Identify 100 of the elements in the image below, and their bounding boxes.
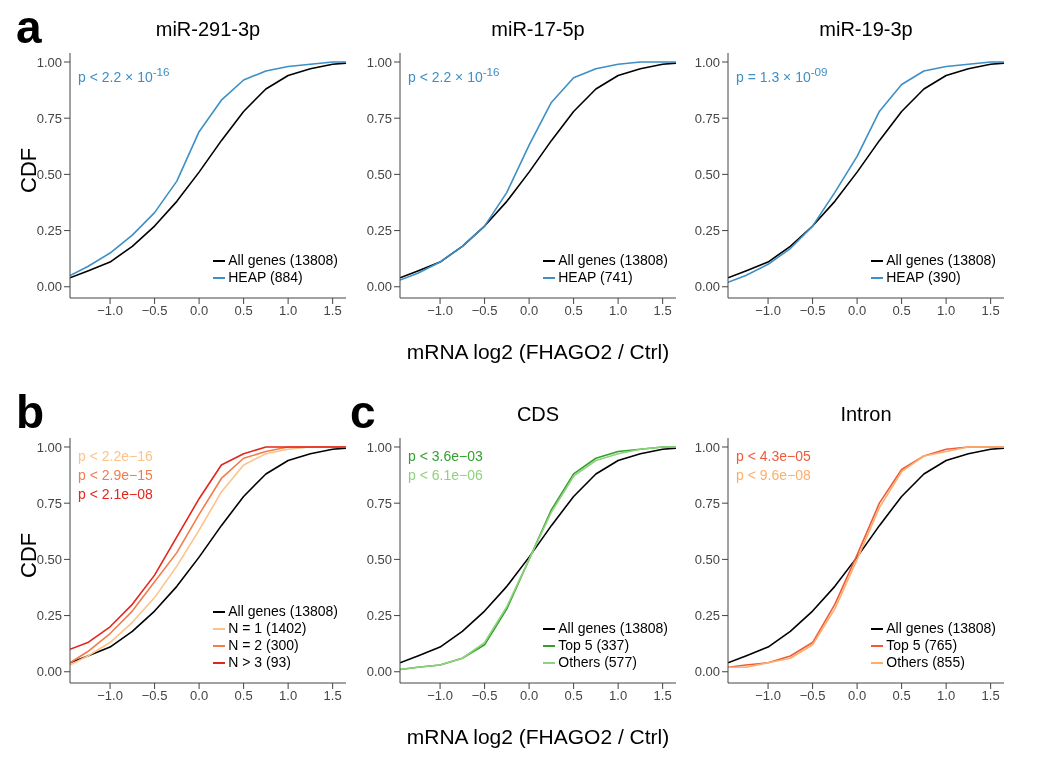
legend-label: All genes (13808) — [228, 252, 338, 269]
x-tick-label: −1.0 — [755, 303, 781, 319]
x-axis-title: mRNA log2 (FHAGO2 / Ctrl) — [405, 340, 671, 364]
y-tick-label: 0.00 — [694, 279, 720, 295]
legend-label: Top 5 (765) — [886, 637, 958, 654]
x-tick-label: 0.5 — [892, 303, 911, 319]
y-tick-label: 0.50 — [366, 551, 392, 567]
x-tick-label: −0.5 — [799, 303, 826, 319]
x-tick-label: −1.0 — [427, 303, 453, 319]
x-tick-label: 0.0 — [520, 688, 539, 704]
legend-label: Others (577) — [558, 654, 637, 671]
legend-label: HEAP (884) — [228, 269, 303, 286]
x-tick-label: 0.5 — [234, 688, 253, 704]
x-tick-label: 1.0 — [609, 688, 628, 704]
x-tick-label: −1.0 — [427, 688, 453, 704]
y-tick-label: 0.00 — [366, 664, 392, 680]
x-tick-label: 1.5 — [981, 688, 1000, 704]
annotation: p < 4.3e−05 — [736, 447, 811, 466]
annotation: p < 2.2 × 10$^{-16}$ — [78, 64, 170, 87]
x-tick-label: 1.5 — [323, 303, 342, 319]
y-tick-label: 0.50 — [694, 166, 720, 182]
chart-title: Intron — [839, 403, 893, 426]
chart-title: CDS — [515, 403, 561, 426]
legend-label: Others (855) — [886, 654, 965, 671]
legend-label: All genes (13808) — [886, 620, 996, 637]
x-tick-label: 0.0 — [520, 303, 539, 319]
y-tick-label: 1.00 — [36, 439, 62, 455]
y-tick-label: 0.00 — [694, 664, 720, 680]
y-tick-label: 0.25 — [36, 608, 62, 624]
annotation: p < 9.6e−08 — [736, 466, 811, 485]
y-tick-label: 0.50 — [36, 166, 62, 182]
legend-label: All genes (13808) — [558, 252, 668, 269]
annotation: p < 3.6e−03 — [408, 447, 483, 466]
legend-label: N = 1 (1402) — [228, 620, 307, 637]
x-tick-label: −0.5 — [141, 303, 168, 319]
x-axis-title: mRNA log2 (FHAGO2 / Ctrl) — [405, 725, 671, 749]
x-tick-label: 0.0 — [848, 688, 867, 704]
y-tick-label: 0.75 — [694, 110, 720, 126]
y-tick-label: 0.25 — [694, 223, 720, 239]
x-tick-label: 0.0 — [848, 303, 867, 319]
x-tick-label: −0.5 — [141, 688, 168, 704]
x-tick-label: 0.5 — [892, 688, 911, 704]
x-tick-label: 1.5 — [653, 688, 672, 704]
legend-label: All genes (13808) — [886, 252, 996, 269]
y-tick-label: 0.00 — [36, 279, 62, 295]
y-tick-label: 1.00 — [694, 439, 720, 455]
y-tick-label: 0.50 — [36, 551, 62, 567]
text: b — [16, 385, 45, 439]
x-tick-label: 0.5 — [564, 688, 583, 704]
y-tick-label: 1.00 — [36, 54, 62, 70]
legend-label: Top 5 (337) — [558, 637, 630, 654]
y-tick-label: 0.75 — [366, 110, 392, 126]
y-tick-label: 1.00 — [366, 54, 392, 70]
y-tick-label: 0.25 — [366, 223, 392, 239]
text: c — [350, 385, 376, 439]
x-tick-label: 0.0 — [190, 303, 209, 319]
y-tick-label: 0.75 — [36, 110, 62, 126]
x-tick-label: −0.5 — [471, 303, 498, 319]
y-tick-label: 0.75 — [366, 495, 392, 511]
legend-label: N = 2 (300) — [228, 637, 299, 654]
y-tick-label: 0.75 — [694, 495, 720, 511]
y-tick-label: 1.00 — [694, 54, 720, 70]
x-tick-label: −1.0 — [755, 688, 781, 704]
annotation: p < 6.1e−06 — [408, 466, 483, 485]
x-tick-label: 1.5 — [653, 303, 672, 319]
y-tick-label: 0.25 — [36, 223, 62, 239]
y-tick-label: 1.00 — [366, 439, 392, 455]
x-tick-label: 1.0 — [279, 688, 298, 704]
chart-title: miR-17-5p — [490, 18, 586, 41]
x-tick-label: −0.5 — [471, 688, 498, 704]
chart-title: miR-19-3p — [818, 18, 914, 41]
text: a — [16, 0, 42, 54]
y-tick-label: 0.25 — [366, 608, 392, 624]
y-tick-label: 0.50 — [366, 166, 392, 182]
x-tick-label: 1.5 — [323, 688, 342, 704]
x-tick-label: −1.0 — [97, 688, 123, 704]
x-tick-label: 1.5 — [981, 303, 1000, 319]
x-tick-label: 1.0 — [279, 303, 298, 319]
y-tick-label: 0.00 — [36, 664, 62, 680]
chart-title: miR-291-3p — [154, 18, 262, 41]
y-tick-label: 0.50 — [694, 551, 720, 567]
x-tick-label: 1.0 — [937, 303, 956, 319]
annotation: p < 2.9e−15 — [78, 466, 153, 485]
legend-label: HEAP (390) — [886, 269, 961, 286]
x-tick-label: 0.5 — [564, 303, 583, 319]
legend-label: All genes (13808) — [228, 603, 338, 620]
legend-label: All genes (13808) — [558, 620, 668, 637]
x-tick-label: −1.0 — [97, 303, 123, 319]
x-tick-label: 0.0 — [190, 688, 209, 704]
y-tick-label: 0.25 — [694, 608, 720, 624]
y-tick-label: 0.00 — [366, 279, 392, 295]
legend-label: N > 3 (93) — [228, 654, 291, 671]
x-tick-label: 1.0 — [937, 688, 956, 704]
annotation: p < 2.2 × 10$^{-16}$ — [408, 64, 500, 87]
annotation: p < 2.1e−08 — [78, 485, 153, 504]
x-tick-label: −0.5 — [799, 688, 826, 704]
annotation: p < 2.2e−16 — [78, 447, 153, 466]
y-tick-label: 0.75 — [36, 495, 62, 511]
x-tick-label: 1.0 — [609, 303, 628, 319]
x-tick-label: 0.5 — [234, 303, 253, 319]
